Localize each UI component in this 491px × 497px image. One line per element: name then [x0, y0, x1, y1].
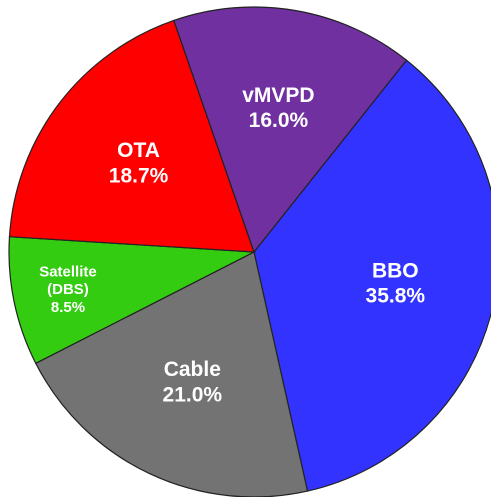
slice-value-label: 35.8% [366, 285, 426, 308]
slice-label: Satellite (DBS) [39, 264, 97, 298]
pie-slice [253, 59, 491, 492]
pie-slice [8, 19, 255, 253]
pie-slice [8, 236, 257, 365]
slice-label: vMVPD [242, 84, 314, 107]
slice-label: BBO [372, 259, 419, 282]
slice-value-label: 8.5% [51, 299, 85, 316]
slice-label: Cable [164, 358, 221, 381]
pie-slice [173, 6, 408, 254]
slice-value-label: 21.0% [163, 383, 223, 406]
slice-value-label: 16.0% [249, 109, 309, 132]
pie-slice [34, 251, 309, 497]
slice-value-label: 18.7% [109, 164, 169, 187]
slice-label: OTA [117, 139, 160, 162]
